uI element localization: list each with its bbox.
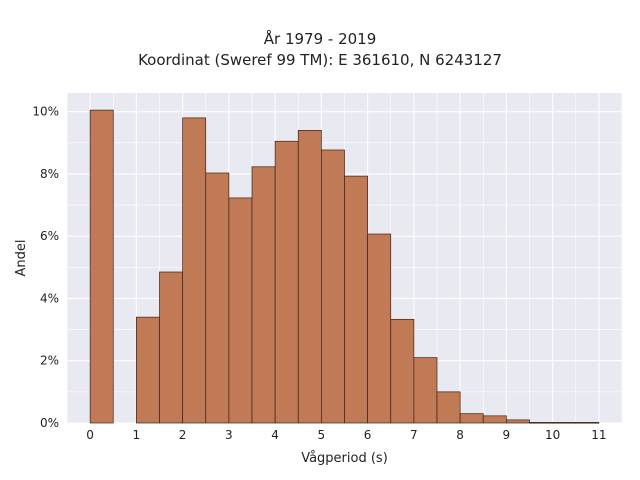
histogram-bar: [89, 109, 114, 424]
x-axis-ticks: 0 1 2 3 4 5 6 7 8 9 10 11: [86, 428, 606, 442]
histogram-bar: [506, 419, 530, 424]
x-tick-label: 4: [271, 428, 279, 442]
histogram-bar: [413, 357, 438, 424]
x-tick-label: 0: [86, 428, 94, 442]
histogram-bar: [182, 117, 207, 424]
x-tick-label: 10: [545, 428, 560, 442]
y-tick-label: 0%: [40, 416, 59, 430]
x-axis-label: Vågperiod (s): [301, 451, 388, 466]
bars: [89, 109, 600, 424]
y-axis-ticks: 0% 2% 4% 6% 8% 10%: [32, 105, 59, 430]
y-tick-label: 2%: [40, 354, 59, 368]
histogram-bar: [552, 422, 577, 424]
histogram-bar: [436, 391, 461, 424]
histogram-bar: [575, 422, 600, 424]
histogram-bar: [159, 271, 183, 424]
histogram-bar: [297, 130, 322, 424]
chart-title: År 1979 - 2019: [263, 30, 377, 48]
histogram-bar: [321, 149, 345, 424]
x-tick-label: 5: [318, 428, 326, 442]
x-tick-label: 3: [225, 428, 233, 442]
x-tick-label: 9: [503, 428, 511, 442]
x-tick-label: 8: [456, 428, 464, 442]
x-tick-label: 7: [410, 428, 418, 442]
histogram-bar: [228, 197, 253, 424]
histogram-bar: [274, 140, 299, 424]
histogram-bar: [136, 316, 160, 424]
histogram-bar: [482, 415, 507, 424]
histogram-bar: [344, 175, 368, 424]
x-tick-label: 2: [179, 428, 187, 442]
y-axis-label: Andel: [14, 240, 29, 277]
histogram-bar: [367, 233, 392, 424]
chart-subtitle: Koordinat (Sweref 99 TM): E 361610, N 62…: [138, 51, 502, 69]
y-tick-label: 6%: [40, 229, 59, 243]
histogram-bar: [251, 166, 276, 424]
histogram-bar: [205, 172, 230, 424]
y-tick-label: 8%: [40, 167, 59, 181]
histogram-bar: [390, 318, 415, 424]
y-tick-label: 10%: [32, 105, 59, 119]
x-tick-label: 1: [133, 428, 141, 442]
histogram-bar: [529, 422, 553, 424]
x-tick-label: 11: [591, 428, 606, 442]
histogram-bar: [459, 413, 484, 424]
y-tick-label: 4%: [40, 291, 59, 305]
x-tick-label: 6: [364, 428, 372, 442]
